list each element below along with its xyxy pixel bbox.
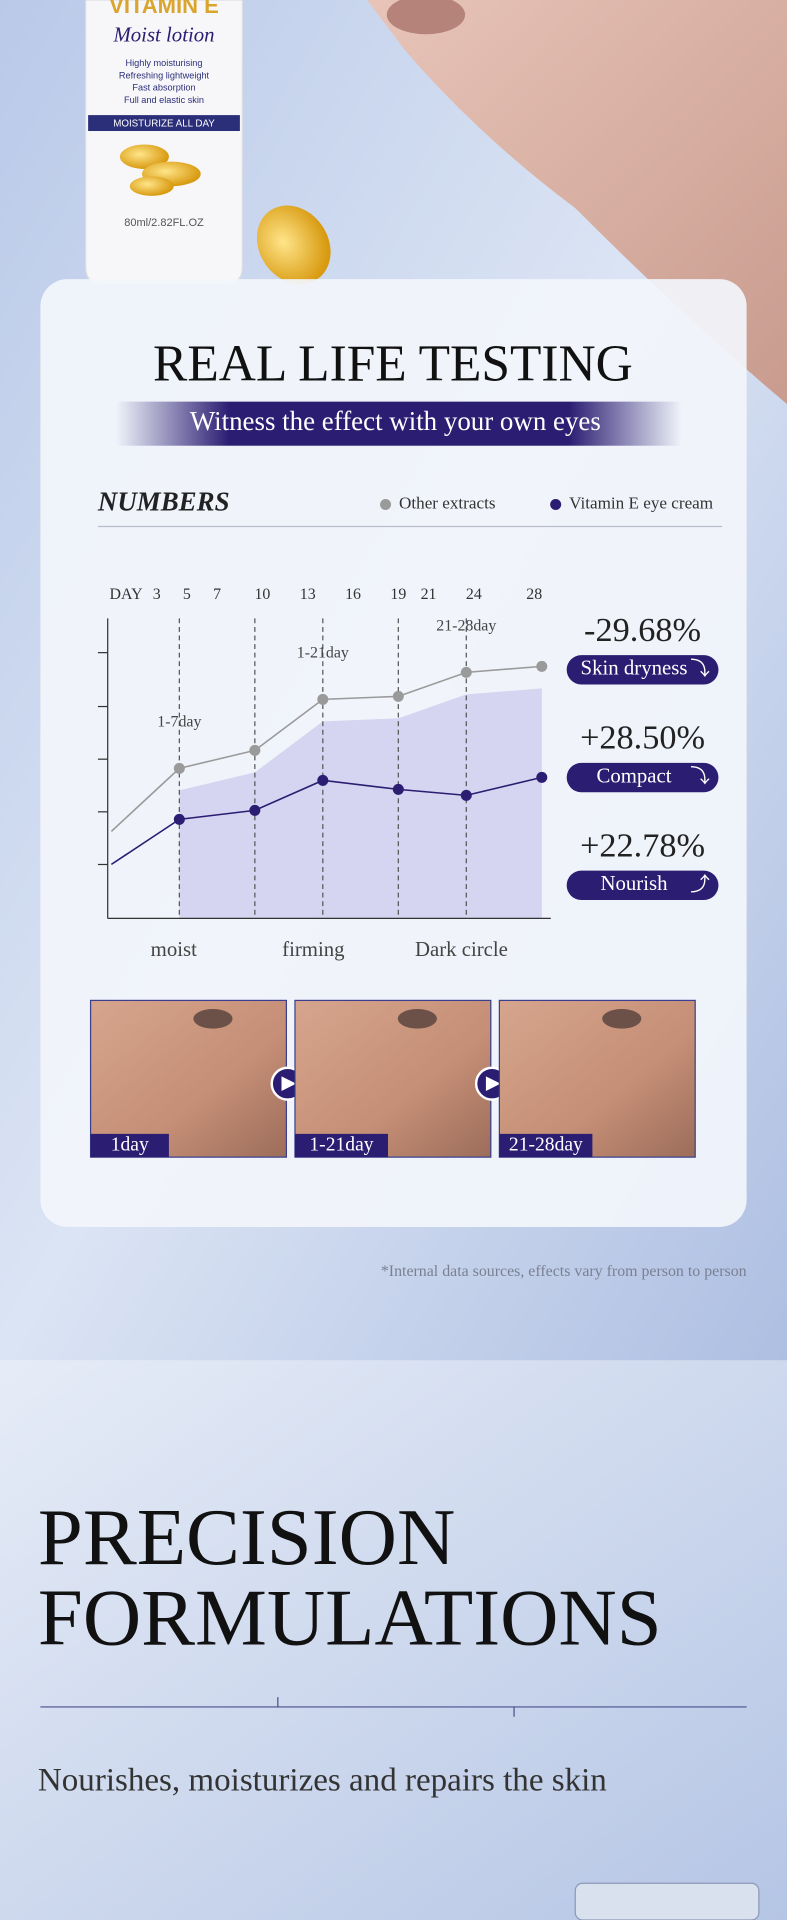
footnote: *Internal data sources, effects vary fro… — [381, 1263, 747, 1280]
capsule — [256, 205, 331, 285]
data-point — [460, 666, 472, 678]
annotation: 21-28day — [436, 618, 496, 635]
product-bottle: VITAMIN E Moist lotion Highly moisturisi… — [85, 0, 243, 285]
legend-marker — [380, 498, 392, 510]
x-tick-label: 3 — [153, 586, 161, 603]
photo-label: 1day — [111, 1135, 149, 1156]
legend-marker — [550, 498, 562, 510]
product-feature: Fast absorption — [132, 83, 195, 93]
photo-label-bg — [499, 1133, 593, 1158]
arrow-icon — [281, 1076, 297, 1092]
photo-label-bg — [294, 1133, 388, 1158]
chart: Other extracts Vitamin E eye cream DAY 3 5 7 1… — [97, 493, 714, 961]
photo-eye — [397, 1008, 437, 1029]
stat-label: Skin dryness — [581, 656, 688, 680]
x-tick-label: 7 — [213, 586, 221, 603]
subtitle-banner — [116, 401, 682, 446]
product-feature: Full and elastic skin — [124, 95, 204, 105]
annotation: 1-7day — [157, 714, 201, 731]
stat-pill — [566, 762, 719, 793]
photo — [498, 999, 696, 1158]
x-tick-label: 28 — [526, 586, 542, 603]
stat-pill — [566, 870, 719, 900]
data-point — [460, 789, 472, 801]
stat-value: +28.50% — [580, 719, 705, 757]
product-volume: 80ml/2.82FL.OZ — [124, 217, 204, 229]
x-tick-label: 13 — [300, 586, 316, 603]
stat-label: Compact — [596, 763, 671, 787]
bottom-background — [0, 1360, 787, 1920]
bottle-cap — [574, 1882, 760, 1920]
stage-label: moist — [151, 937, 197, 961]
product-feature: Refreshing lightweight — [119, 70, 210, 80]
x-tick-label: 19 — [390, 586, 406, 603]
annotation: 1-21day — [297, 645, 349, 662]
section2-title: PRECISION — [38, 1493, 455, 1582]
shaded-area — [179, 688, 542, 919]
stat-arrow: ⤵ — [690, 766, 710, 788]
stat-arrow: ⤴ — [690, 873, 710, 895]
stat-value: -29.68% — [584, 611, 701, 649]
data-point — [392, 783, 404, 795]
section-title: REAL LIFE TESTING — [153, 335, 633, 392]
photo-eye — [602, 1008, 642, 1029]
data-point — [392, 690, 404, 702]
product-brand: VITAMIN E — [109, 0, 219, 18]
photo — [89, 999, 288, 1158]
stat-value: +22.78% — [580, 826, 705, 864]
section-subtitle: Witness the effect with your own eyes — [190, 406, 601, 436]
stage-label: firming — [282, 937, 344, 961]
legend-label: Other extracts — [399, 493, 496, 512]
product-tagline: MOISTURIZE ALL DAY — [113, 118, 215, 129]
data-point — [173, 762, 185, 774]
x-tick-label: 16 — [345, 586, 361, 603]
x-tick-label: 24 — [466, 586, 482, 603]
photos: 1day 1-21day 21-28day — [89, 999, 696, 1158]
data-point — [249, 804, 261, 816]
x-axis-prefix: DAY — [110, 586, 144, 603]
photo — [294, 999, 492, 1158]
data-point — [536, 771, 548, 783]
data-point — [317, 693, 329, 705]
model-lips — [386, 0, 466, 35]
stat-arrow: ⤵ — [690, 658, 710, 680]
photo-label-bg — [90, 1133, 169, 1158]
x-tick-label: 5 — [183, 586, 191, 603]
data-point — [249, 744, 261, 756]
x-tick-label: 21 — [421, 586, 437, 603]
product-feature: Highly moisturising — [126, 58, 203, 68]
stats: -29.68%Skin dryness ⤵+28.50%Compact ⤵+22.7… — [566, 611, 719, 900]
chart-title: NUMBERS — [97, 487, 230, 517]
legend-label: Vitamin E eye cream — [569, 493, 714, 512]
product-name: Moist lotion — [112, 23, 214, 47]
stat-pill — [566, 655, 719, 685]
data-point — [173, 813, 185, 825]
stage-label: Dark circle — [415, 937, 508, 961]
photo-label: 1-21day — [309, 1135, 373, 1156]
data-point — [536, 660, 548, 672]
section2-title: FORMULATIONS — [38, 1574, 662, 1663]
x-tick-label: 10 — [254, 586, 270, 603]
photo-label: 21-28day — [509, 1135, 583, 1156]
data-point — [317, 774, 329, 786]
photo-eye — [193, 1008, 233, 1029]
section2-subtitle: Nourishes, moisturizes and repairs the s… — [38, 1762, 607, 1798]
arrow-icon — [485, 1076, 501, 1092]
stat-label: Nourish — [601, 871, 669, 895]
